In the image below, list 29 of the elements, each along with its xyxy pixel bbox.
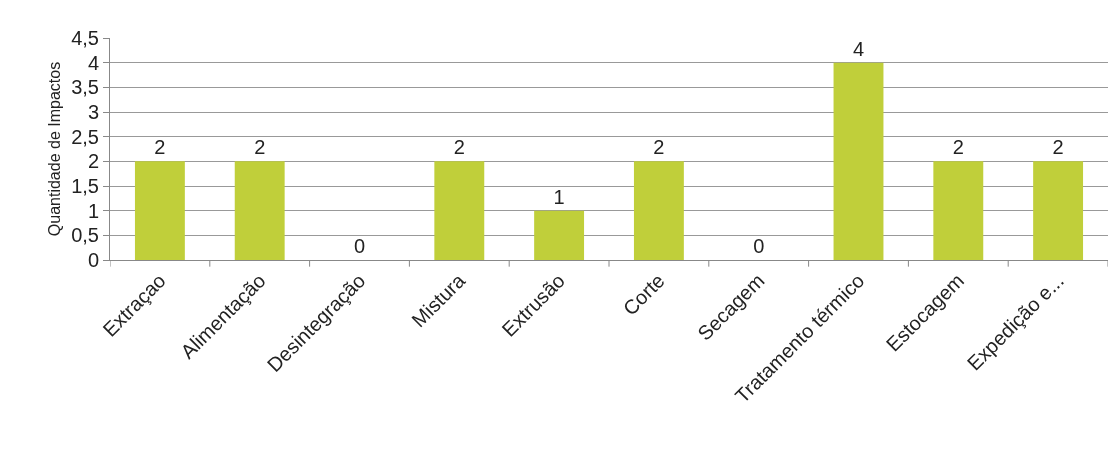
y-axis-title: Quantidade de Impactos [46,61,64,237]
y-tick-label: 3 [87,101,99,123]
y-tick-label: 3,5 [71,76,99,99]
bar [833,62,884,260]
y-tick-label: 4 [87,51,99,74]
bar [1033,161,1084,260]
data-label: 2 [653,136,665,159]
data-label: 2 [453,136,465,159]
y-tick-label: 0 [87,249,99,271]
bar [534,210,585,260]
data-label: 2 [952,136,964,159]
data-label: 2 [254,136,266,159]
y-tick-label: 1 [87,199,99,222]
bar [134,161,185,260]
y-tick-label: 2 [87,150,99,173]
y-tick-label: 2,5 [71,125,99,148]
bar [933,161,984,260]
bar [633,161,684,260]
bar [234,161,285,260]
data-label: 1 [553,185,565,208]
data-label: 2 [1052,136,1064,159]
y-tick-label: 4,5 [71,27,99,49]
bar [434,161,485,260]
data-label: 2 [154,136,166,159]
data-label: 0 [353,235,366,257]
data-label: 4 [852,37,865,60]
data-label: 0 [753,235,765,257]
y-tick-label: 0,5 [71,224,99,247]
y-tick-label: 1,5 [71,175,99,197]
